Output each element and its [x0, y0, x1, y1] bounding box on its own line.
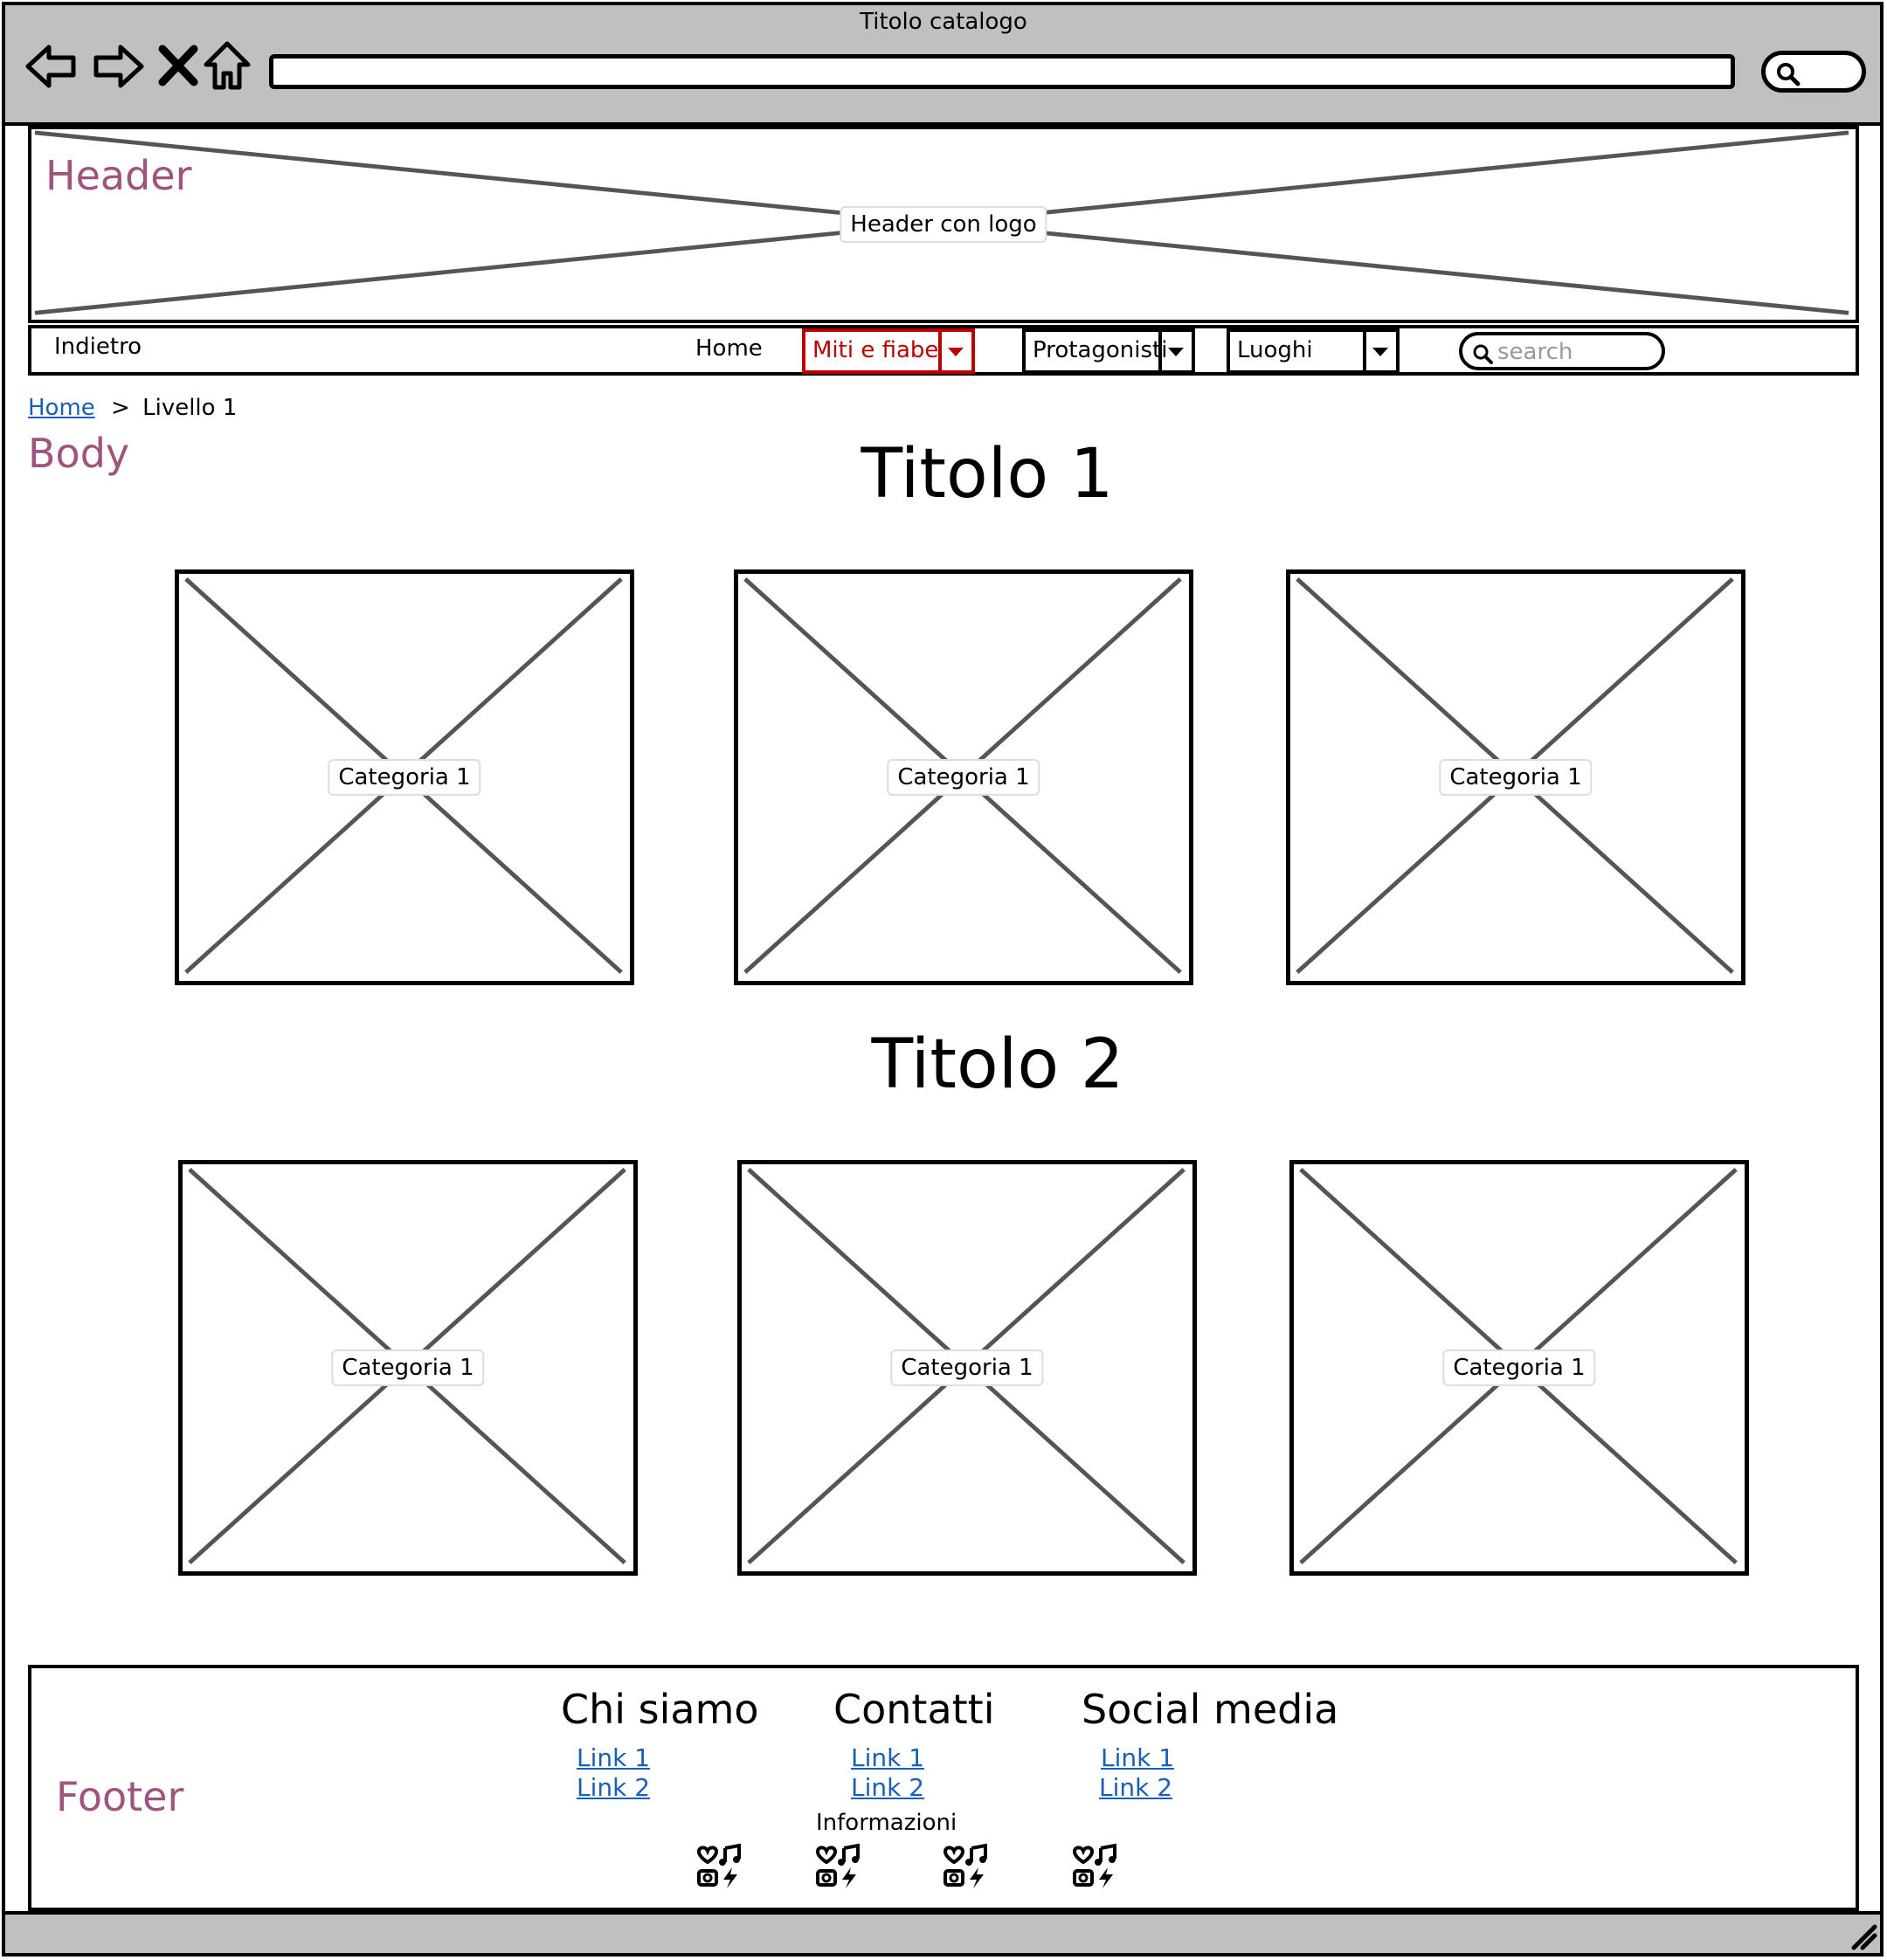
dropdown-label: Luoghi [1237, 337, 1313, 363]
footer-heading-social-media: Social media [1082, 1686, 1339, 1733]
home-icon[interactable] [199, 38, 255, 94]
category-card[interactable]: Categoria 1 [175, 569, 634, 985]
footer-link[interactable]: Link 1 [851, 1743, 925, 1772]
search-input[interactable]: search [1459, 332, 1665, 370]
category-label: Categoria 1 [1442, 1349, 1596, 1386]
category-card[interactable]: Categoria 1 [734, 569, 1193, 985]
header-region-label: Header [45, 152, 192, 199]
section-title-2: Titolo 2 [871, 1025, 1124, 1104]
chevron-down-icon [938, 332, 971, 370]
search-placeholder: search [1497, 339, 1573, 365]
search-icon [1473, 344, 1493, 364]
category-label: Categoria 1 [890, 1349, 1044, 1386]
breadcrumb-separator: > [111, 395, 130, 421]
search-icon [1777, 63, 1801, 86]
dropdown-protagonisti[interactable]: Protagonisti [1022, 328, 1195, 374]
social-media-icon[interactable] [695, 1843, 743, 1890]
category-card[interactable]: Categoria 1 [737, 1160, 1197, 1576]
footer-heading-contatti: Contatti [833, 1686, 995, 1733]
dropdown-label: Protagonisti [1033, 337, 1168, 363]
resize-handle-icon[interactable] [1849, 1922, 1878, 1951]
social-media-icon[interactable] [942, 1843, 989, 1890]
close-icon[interactable] [150, 38, 206, 94]
back-link[interactable]: Indietro [54, 334, 142, 360]
footer-link[interactable]: Link 1 [1101, 1743, 1175, 1772]
address-bar[interactable] [269, 54, 1735, 89]
dropdown-luoghi[interactable]: Luoghi [1227, 328, 1400, 374]
dropdown-miti-e-fiabe[interactable]: Miti e fiabe [802, 328, 975, 374]
header-placeholder-label: Header con logo [840, 206, 1047, 243]
footer-link[interactable]: Link 2 [1099, 1773, 1173, 1802]
footer-link[interactable]: Link 2 [577, 1773, 651, 1802]
body-region-label: Body [28, 430, 130, 477]
breadcrumb-current: Livello 1 [142, 395, 238, 421]
footer-info-label: Informazioni [816, 1810, 957, 1836]
breadcrumb: Home > Livello 1 [28, 395, 237, 421]
footer [28, 1665, 1859, 1911]
category-label: Categoria 1 [331, 1349, 485, 1386]
footer-link[interactable]: Link 1 [577, 1743, 651, 1772]
category-label: Categoria 1 [887, 759, 1040, 796]
breadcrumb-home-link[interactable]: Home [28, 395, 95, 421]
browser-status-bar [2, 1911, 1884, 1957]
chevron-down-icon [1158, 332, 1192, 370]
chevron-down-icon [1363, 332, 1396, 370]
category-label: Categoria 1 [1439, 759, 1593, 796]
forward-arrow-icon[interactable] [89, 38, 145, 94]
category-card[interactable]: Categoria 1 [1286, 569, 1745, 985]
nav-home-link[interactable]: Home [695, 335, 763, 362]
footer-link[interactable]: Link 2 [851, 1773, 925, 1802]
footer-heading-chi-siamo: Chi siamo [561, 1686, 759, 1733]
category-card[interactable]: Categoria 1 [1289, 1160, 1749, 1576]
window-title: Titolo catalogo [860, 9, 1027, 35]
dropdown-label: Miti e fiabe [812, 337, 939, 363]
category-card[interactable]: Categoria 1 [178, 1160, 638, 1576]
social-media-icon[interactable] [814, 1843, 861, 1890]
social-media-icon[interactable] [1071, 1843, 1118, 1890]
category-label: Categoria 1 [328, 759, 481, 796]
footer-region-label: Footer [56, 1773, 184, 1820]
browser-search-field[interactable] [1761, 51, 1866, 93]
back-arrow-icon[interactable] [24, 38, 80, 94]
header-logo-placeholder: Header con logo [28, 126, 1859, 323]
section-title-1: Titolo 1 [861, 435, 1114, 514]
